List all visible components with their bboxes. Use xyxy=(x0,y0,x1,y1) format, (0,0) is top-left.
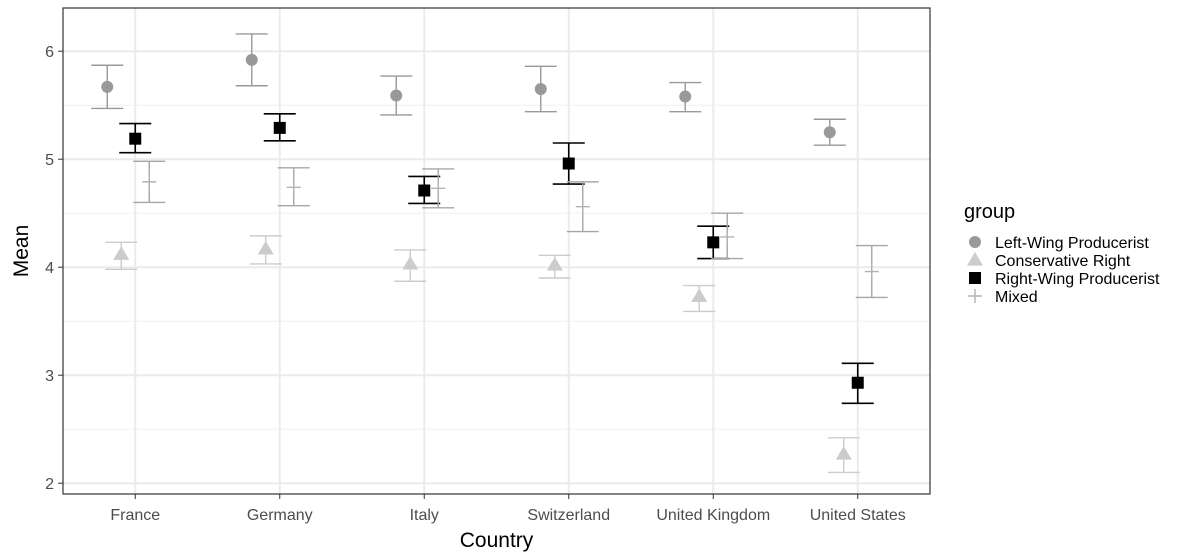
panel-background xyxy=(63,8,930,494)
series-mixed xyxy=(133,160,888,299)
y-tick-label: 4 xyxy=(45,260,54,277)
x-tick-label-france: France xyxy=(110,507,160,524)
point-mixed-united-kingdom xyxy=(720,229,735,244)
point-left-wing-producerist-germany xyxy=(245,53,258,66)
y-axis-title: Mean xyxy=(10,225,33,278)
y-tick-label: 2 xyxy=(45,476,54,493)
x-tick-label-united-kingdom: United Kingdom xyxy=(656,507,770,524)
legend: group Left-Wing ProduceristConservative … xyxy=(964,201,1160,306)
point-left-wing-producerist-france xyxy=(101,80,114,93)
series-layer xyxy=(91,33,888,474)
x-axis: France Germany Italy Switzerland United King… xyxy=(110,494,906,524)
point-mixed-germany xyxy=(286,180,301,195)
point-left-wing-producerist-italy xyxy=(390,89,403,102)
point-conservative-right-switzerland xyxy=(546,257,563,271)
series-right-wing-producerist xyxy=(119,113,874,405)
legend-key-right-wing-producerist xyxy=(969,272,981,284)
x-tick-label-switzerland: Switzerland xyxy=(527,507,610,524)
legend-key-conservative-right xyxy=(967,252,983,266)
legend-label-mixed: Mixed xyxy=(995,289,1038,306)
y-tick-label: 6 xyxy=(45,44,54,61)
point-right-wing-producerist-germany xyxy=(273,121,286,134)
series-conservative-right xyxy=(105,235,860,474)
point-conservative-right-germany xyxy=(257,240,274,255)
y-axis: 2 3 4 5 6 xyxy=(45,44,63,493)
point-conservative-right-united-states xyxy=(835,446,852,460)
point-conservative-right-italy xyxy=(402,255,419,270)
point-mixed-italy xyxy=(431,181,446,196)
point-right-wing-producerist-united-states xyxy=(851,376,864,389)
point-right-wing-producerist-france xyxy=(129,132,142,145)
legend-label-left-wing-producerist: Left-Wing Producerist xyxy=(995,235,1149,252)
x-tick-label-italy: Italy xyxy=(410,507,439,524)
panel-border xyxy=(62,7,931,495)
x-axis-title: Country xyxy=(460,529,534,552)
legend-label-conservative-right: Conservative Right xyxy=(995,253,1131,270)
x-tick-label-united-states: United States xyxy=(810,507,906,524)
point-right-wing-producerist-switzerland xyxy=(562,157,575,170)
legend-key-mixed xyxy=(968,289,982,303)
legend-title: group xyxy=(964,201,1015,223)
series-left-wing-producerist xyxy=(91,33,846,146)
point-conservative-right-france xyxy=(113,246,130,260)
point-left-wing-producerist-switzerland xyxy=(534,83,547,95)
y-tick-label: 5 xyxy=(45,152,54,169)
legend-label-right-wing-producerist: Right-Wing Producerist xyxy=(995,271,1160,288)
point-mixed-switzerland xyxy=(575,199,590,214)
y-tick-label: 3 xyxy=(45,368,54,385)
point-right-wing-producerist-italy xyxy=(418,184,431,197)
point-left-wing-producerist-united-kingdom xyxy=(679,90,692,103)
point-mixed-france xyxy=(142,174,157,189)
point-left-wing-producerist-united-states xyxy=(823,126,836,139)
legend-key-left-wing-producerist xyxy=(969,236,981,248)
point-mixed-united-states xyxy=(864,264,879,279)
x-tick-label-germany: Germany xyxy=(247,507,313,524)
point-conservative-right-united-kingdom xyxy=(691,288,708,302)
point-right-wing-producerist-united-kingdom xyxy=(707,236,720,249)
